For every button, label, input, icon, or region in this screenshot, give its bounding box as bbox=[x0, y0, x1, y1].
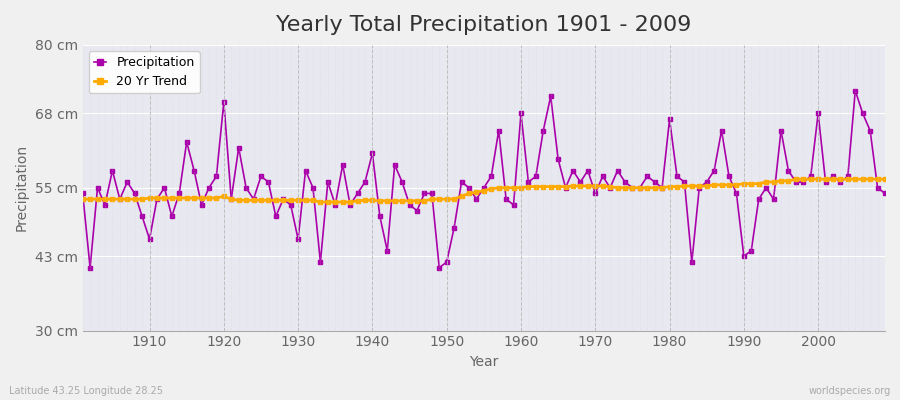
Text: Latitude 43.25 Longitude 28.25: Latitude 43.25 Longitude 28.25 bbox=[9, 386, 163, 396]
Precipitation bbox=[85, 265, 95, 270]
Precipitation bbox=[879, 191, 890, 196]
Precipitation bbox=[850, 88, 860, 93]
20 Yr Trend bbox=[315, 200, 326, 204]
Precipitation bbox=[523, 180, 534, 184]
Line: 20 Yr Trend: 20 Yr Trend bbox=[81, 178, 886, 204]
20 Yr Trend bbox=[523, 184, 534, 189]
20 Yr Trend bbox=[790, 177, 801, 182]
X-axis label: Year: Year bbox=[469, 355, 499, 369]
Text: worldspecies.org: worldspecies.org bbox=[809, 386, 891, 396]
Precipitation bbox=[308, 185, 319, 190]
Title: Yearly Total Precipitation 1901 - 2009: Yearly Total Precipitation 1901 - 2009 bbox=[276, 15, 691, 35]
20 Yr Trend bbox=[879, 177, 890, 182]
20 Yr Trend bbox=[352, 198, 363, 203]
Precipitation bbox=[144, 237, 155, 242]
20 Yr Trend bbox=[77, 197, 88, 202]
Precipitation bbox=[516, 111, 526, 116]
20 Yr Trend bbox=[300, 198, 310, 203]
20 Yr Trend bbox=[137, 197, 148, 202]
Precipitation bbox=[77, 191, 88, 196]
20 Yr Trend bbox=[516, 185, 526, 190]
Precipitation bbox=[352, 191, 363, 196]
Precipitation bbox=[612, 168, 623, 173]
Legend: Precipitation, 20 Yr Trend: Precipitation, 20 Yr Trend bbox=[89, 51, 200, 93]
Y-axis label: Precipitation: Precipitation bbox=[15, 144, 29, 231]
20 Yr Trend bbox=[612, 185, 623, 190]
Line: Precipitation: Precipitation bbox=[81, 89, 886, 270]
